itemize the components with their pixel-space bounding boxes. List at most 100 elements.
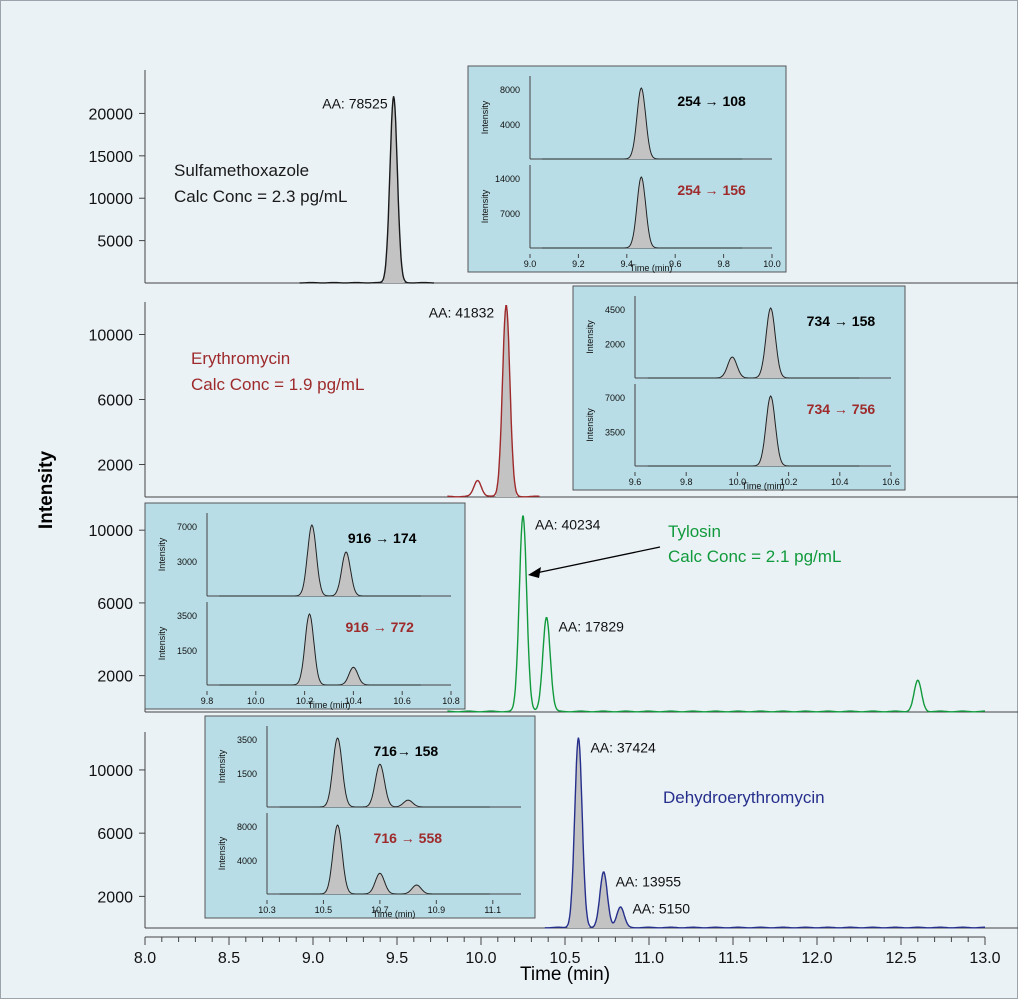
inset-trace (542, 176, 743, 249)
y-tick-label: 20000 (89, 106, 134, 123)
inset-y-tick-label: 4500 (605, 305, 625, 315)
inset-x-tick-label: 9.8 (680, 477, 693, 487)
x-tick-label: 9.5 (386, 950, 408, 967)
inset-trace (542, 87, 743, 160)
chromatogram-panel-tylosin: 10000 6000 2000 AA: 40234 AA: 17829 Tylosin Ca… (89, 502, 1018, 713)
y-tick-label: 15000 (89, 149, 134, 166)
inset-x-tick-label: 10.2 (780, 477, 798, 487)
inset-background (204, 715, 536, 919)
inset-y-tick-label: 8000 (500, 85, 520, 95)
inset-y-label: Intensity (480, 189, 490, 223)
chromatogram-trace (447, 515, 985, 713)
inset-trace (647, 395, 860, 467)
inset-y-label: Intensity (157, 626, 167, 660)
transition-label: 716→ 158 (374, 743, 439, 759)
peak-area-label: AA: 40234 (535, 517, 601, 533)
inset-x-tick-label: 10.6 (393, 696, 411, 706)
chromatogram-panel-sulfamethoxazole: 20000 15000 10000 5000 AA: 78525 Sulfamethoxa… (89, 65, 1018, 284)
y-tick-label: 10000 (89, 523, 134, 540)
inset-x-tick-label: 10.4 (345, 696, 363, 706)
inset-y-tick-label: 1500 (177, 646, 197, 656)
x-tick-label: 12.0 (801, 950, 832, 967)
transition-label: 734 → 756 (807, 401, 876, 417)
compound-label: Erythromycin (191, 349, 290, 368)
peak-area-fill (593, 872, 614, 928)
inset-x-tick-label: 10.9 (428, 905, 446, 915)
inset-y-tick-label: 3500 (605, 427, 625, 437)
inset-trace (279, 737, 490, 808)
peak-area-label: AA: 5150 (632, 900, 690, 916)
y-tick-label: 5000 (97, 234, 133, 251)
y-tick-label: 10000 (89, 763, 134, 780)
chromatogram-trace (447, 305, 540, 498)
transition-label: 254 → 156 (677, 182, 746, 198)
inset-y-tick-label: 4000 (237, 856, 257, 866)
chromatogram-panel-erythromycin: 10000 6000 2000 AA: 41832 Erythromycin Calc C… (89, 285, 1018, 498)
inset-trace (219, 524, 421, 597)
mrm-inset: 7000 3000 Intensity 916 → 174 3500 1500 Intens… (144, 502, 466, 710)
inset-x-tick-label: 9.8 (717, 259, 730, 269)
inset-y-tick-label: 8000 (237, 822, 257, 832)
transition-label: 734 → 158 (807, 313, 876, 329)
compound-label: Sulfamethoxazole (174, 161, 309, 180)
peak-area-label: AA: 13955 (616, 874, 682, 890)
peak-area-fill (496, 305, 517, 497)
inset-x-tick-label: 10.3 (258, 905, 276, 915)
chromatogram-trace (299, 96, 434, 284)
transition-label: 716 → 558 (374, 830, 443, 846)
compound-label: Tylosin (668, 522, 721, 541)
chromatogram-trace (544, 737, 985, 929)
y-tick-label: 6000 (97, 826, 133, 843)
inset-x-tick-label: 9.2 (572, 259, 585, 269)
pointer-arrow-line (535, 546, 661, 574)
peak-area-label: AA: 41832 (429, 304, 495, 320)
concentration-label: Calc Conc = 2.1 pg/mL (668, 547, 841, 566)
chromatogram-panel-dehydroerythromycin: 10000 6000 2000 AA: 37424 AA: 13955 AA: 5150 D… (89, 715, 1018, 929)
peak-area-fill (383, 96, 404, 283)
x-tick-label: 11.0 (634, 950, 664, 967)
x-tick-label: 11.5 (718, 950, 748, 967)
inset-y-tick-label: 1500 (237, 769, 257, 779)
y-tick-label: 6000 (97, 596, 133, 613)
inset-y-label: Intensity (585, 320, 595, 354)
inset-x-tick-label: 10.2 (296, 696, 314, 706)
inset-peak-fill (279, 738, 490, 807)
x-axis: 8.0 8.5 9.0 9.5 10.0 10.5 11.0 11.5 12.0 12.5 13.0 (134, 936, 1001, 967)
inset-trace (279, 824, 490, 895)
inset-y-tick-label: 3500 (177, 611, 197, 621)
inset-x-tick-label: 10.0 (763, 259, 781, 269)
y-tick-label: 10000 (89, 328, 134, 345)
y-tick-label: 10000 (89, 191, 134, 208)
inset-y-label: Intensity (217, 749, 227, 783)
inset-x-tick-label: 10.4 (831, 477, 849, 487)
inset-trace (219, 613, 421, 686)
peak-area-label: AA: 37424 (590, 739, 656, 755)
inset-x-tick-label: 10.6 (882, 477, 900, 487)
transition-label: 916 → 772 (345, 619, 414, 635)
inset-peak-fill (542, 177, 743, 248)
inset-y-tick-label: 4000 (500, 120, 520, 130)
inset-y-label: Intensity (480, 100, 490, 134)
concentration-label: Calc Conc = 2.3 pg/mL (174, 187, 347, 206)
y-tick-label: 2000 (97, 458, 133, 475)
inset-background (467, 65, 787, 273)
pointer-arrow-head (528, 567, 541, 578)
peak-area-label: AA: 78525 (322, 95, 388, 111)
y-tick-label: 2000 (97, 669, 133, 686)
x-tick-label: 9.0 (302, 950, 324, 967)
inset-x-tick-label: 10.0 (729, 477, 747, 487)
x-axis-title: Time (min) (520, 964, 610, 985)
x-tick-label: 12.5 (885, 950, 916, 967)
inset-x-label: Time (min) (630, 263, 673, 273)
inset-y-label: Intensity (217, 836, 227, 870)
inset-x-tick-label: 10.0 (247, 696, 265, 706)
peak-area-fill (610, 907, 631, 928)
mrm-inset: 4500 2000 Intensity 734 → 158 7000 3500 Intens… (572, 285, 906, 491)
y-axis-title: Intensity (36, 451, 57, 530)
mrm-inset: 3500 1500 Intensity 716→ 158 8000 4000 Intensi… (204, 715, 536, 919)
inset-x-tick-label: 10.8 (442, 696, 460, 706)
inset-y-label: Intensity (585, 408, 595, 442)
x-tick-label: 10.0 (465, 950, 496, 967)
